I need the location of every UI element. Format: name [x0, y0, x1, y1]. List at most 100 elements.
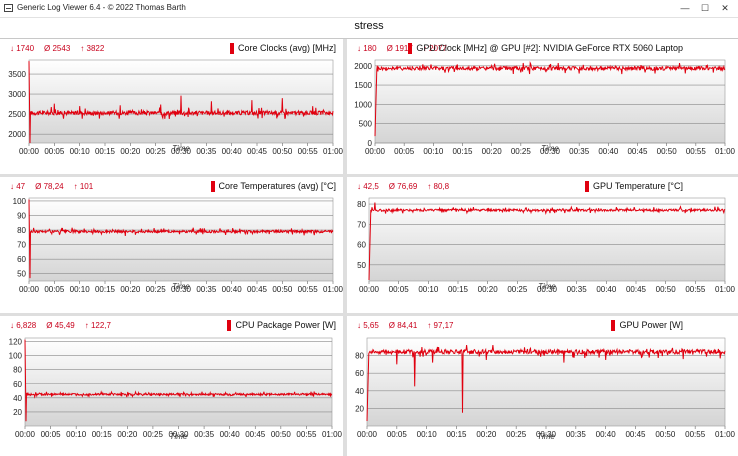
minimize-icon[interactable]: — — [680, 3, 690, 13]
x-tick-label: 00:50 — [656, 285, 677, 294]
stat-max: ↑ 2077 — [422, 44, 447, 53]
x-tick-label: 00:30 — [171, 147, 192, 156]
panel-divider-horizontal — [0, 313, 738, 316]
x-tick-label: 00:40 — [222, 147, 243, 156]
stat-min: ↓ 42,5 — [357, 182, 379, 191]
x-tick-label: 00:20 — [476, 430, 497, 439]
x-axis-label: Time — [172, 144, 190, 153]
y-tick-label: 60 — [357, 241, 366, 250]
y-tick-label: 100 — [13, 197, 27, 206]
x-tick-label: 00:25 — [506, 430, 527, 439]
stat-avg: Ø 45,49 — [46, 321, 75, 330]
x-tick-label: 01:00 — [715, 285, 736, 294]
stat-min: ↓ 5,65 — [357, 321, 379, 330]
series-line — [374, 60, 726, 137]
chart-panel-core-temperatures: ↓ 47 Ø 78,24 ↑ 101 Core Temperatures (avg)… — [0, 177, 343, 312]
stat-min: ↓ 47 — [10, 182, 26, 191]
y-tick-label: 500 — [359, 120, 373, 129]
x-tick-label: 00:10 — [418, 285, 439, 294]
x-tick-label: 00:45 — [627, 147, 648, 156]
x-tick-label: 00:00 — [19, 147, 40, 156]
y-tick-label: 80 — [355, 352, 364, 361]
x-tick-label: 00:30 — [536, 430, 557, 439]
stat-avg: Ø 76,69 — [388, 182, 418, 191]
series-line — [28, 199, 334, 279]
stat-max: ↑ 97,17 — [427, 321, 454, 330]
x-tick-label: 00:35 — [566, 430, 587, 439]
x-tick-label: 00:15 — [95, 285, 116, 294]
x-tick-label: 00:10 — [66, 430, 87, 439]
x-tick-label: 00:15 — [92, 430, 113, 439]
x-tick-label: 00:40 — [220, 430, 241, 439]
y-tick-label: 60 — [355, 369, 364, 378]
chart-panel-gpu-power: ↓ 5,65 Ø 84,41 ↑ 97,17 GPU Power [W] 20 40 6… — [347, 316, 736, 451]
x-tick-label: 00:35 — [196, 147, 217, 156]
chart-title: GPU Clock [MHz] @ GPU [#2]: NVIDIA GeFor… — [408, 43, 683, 54]
x-tick-label: 00:05 — [389, 285, 410, 294]
app-icon — [4, 4, 13, 12]
series-line — [368, 202, 726, 281]
x-tick-label: 00:20 — [478, 285, 499, 294]
x-tick-label: 00:05 — [387, 430, 408, 439]
y-tick-label: 1000 — [354, 100, 372, 109]
x-tick-label: 00:50 — [272, 285, 293, 294]
x-tick-label: 00:55 — [686, 147, 707, 156]
x-tick-label: 01:00 — [322, 430, 343, 439]
x-tick-label: 00:40 — [222, 285, 243, 294]
x-tick-label: 00:00 — [359, 285, 380, 294]
stat-avg: Ø 78,24 — [35, 182, 64, 191]
x-tick-label: 00:15 — [452, 147, 473, 156]
x-tick-label: 00:35 — [569, 147, 590, 156]
y-tick-label: 70 — [357, 220, 366, 229]
chart-stats: ↓ 180 Ø 1917 ↑ 2077 — [357, 44, 457, 53]
x-tick-label: 00:55 — [296, 430, 317, 439]
y-tick-label: 50 — [17, 270, 26, 279]
x-tick-label: 00:30 — [540, 147, 561, 156]
x-tick-label: 00:20 — [120, 147, 141, 156]
y-tick-label: 80 — [357, 200, 366, 209]
x-tick-label: 00:55 — [298, 147, 319, 156]
plot-area — [374, 59, 726, 144]
y-tick-label: 50 — [357, 261, 366, 270]
x-tick-label: 00:45 — [625, 430, 646, 439]
x-tick-label: 00:00 — [19, 285, 40, 294]
y-tick-label: 20 — [355, 404, 364, 413]
x-tick-label: 01:00 — [715, 430, 736, 439]
chart-panel-cpu-package-power: ↓ 6,828 Ø 45,49 ↑ 122,7 CPU Package Power … — [0, 316, 343, 451]
chart-stats: ↓ 6,828 Ø 45,49 ↑ 122,7 — [10, 321, 121, 330]
x-tick-label: 00:45 — [247, 285, 268, 294]
x-tick-label: 00:05 — [394, 147, 415, 156]
window-title: Generic Log Viewer 6.4 - © 2022 Thomas B… — [17, 3, 186, 12]
maximize-icon[interactable]: ☐ — [700, 3, 710, 13]
chart-plot: 2000 2500 3000 3500 00:00 00:05 00:10 00:15 00:2… — [8, 59, 343, 156]
x-tick-label: 00:00 — [15, 430, 36, 439]
y-tick-label: 20 — [13, 408, 22, 417]
x-tick-label: 00:40 — [596, 430, 617, 439]
x-axis-label: Time — [538, 282, 556, 291]
stat-min: ↓ 1740 — [10, 44, 35, 53]
x-tick-label: 01:00 — [715, 147, 736, 156]
x-tick-label: 00:25 — [146, 285, 167, 294]
chart-panel-core-clocks: ↓ 1740 Ø 2543 ↑ 3822 Core Clocks (avg) [MH… — [0, 39, 343, 174]
x-tick-label: 00:25 — [143, 430, 164, 439]
stat-max: ↑ 101 — [73, 182, 94, 191]
y-tick-label: 80 — [13, 366, 22, 375]
x-tick-label: 00:05 — [41, 430, 62, 439]
x-axis-label: Time — [541, 144, 559, 153]
x-tick-label: 01:00 — [323, 285, 343, 294]
x-tick-label: 00:00 — [365, 147, 386, 156]
page-title: stress — [354, 20, 384, 32]
stat-avg: Ø 84,41 — [388, 321, 418, 330]
y-tick-label: 40 — [13, 394, 22, 403]
x-tick-label: 00:25 — [507, 285, 528, 294]
x-tick-label: 00:35 — [196, 285, 217, 294]
chart-stats: ↓ 5,65 Ø 84,41 ↑ 97,17 — [357, 321, 464, 330]
x-axis-label: Time — [172, 282, 190, 291]
y-tick-label: 3000 — [8, 90, 26, 99]
chart-plot: 20 40 60 80 100 120 00:00 00:05 00:10 00:15 00:20 0… — [9, 338, 343, 441]
x-tick-label: 00:30 — [537, 285, 558, 294]
close-icon[interactable]: ✕ — [721, 3, 729, 13]
x-tick-label: 00:10 — [70, 147, 91, 156]
x-tick-label: 00:45 — [247, 147, 268, 156]
chart-title: GPU Power [W] — [611, 320, 683, 331]
